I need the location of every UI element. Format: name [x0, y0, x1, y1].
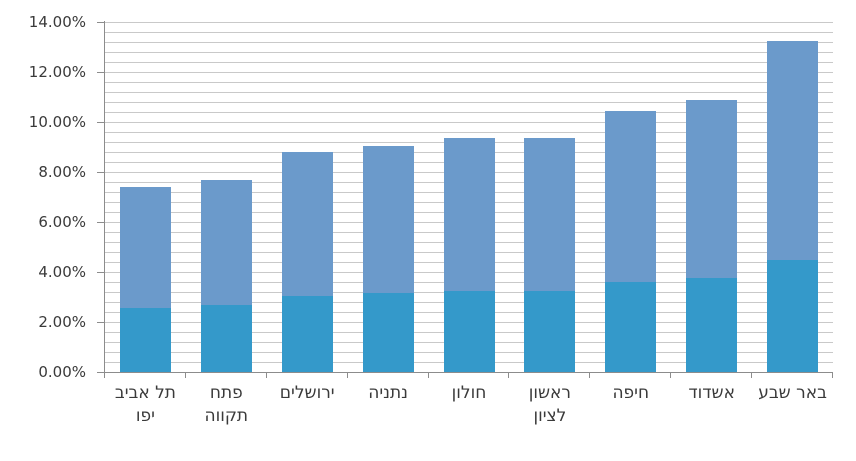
bar-2: [200, 179, 252, 372]
x-category-label: פתח תקווה: [186, 382, 267, 428]
gridline: [105, 102, 833, 103]
bar-segment-top-segment: [767, 40, 819, 260]
bar-segment-top-segment: [119, 187, 171, 309]
y-axis-tick: [97, 372, 104, 373]
x-category-label-line: נתניה: [368, 383, 408, 403]
x-category-label: באר שבע: [752, 382, 833, 405]
x-category-label: ירושלים: [267, 382, 348, 405]
bar-segment-bottom-segment: [119, 308, 171, 372]
x-category-label: אשדוד: [671, 382, 752, 405]
x-axis-tick: [589, 372, 591, 378]
gridline: [105, 42, 833, 43]
gridline: [105, 92, 833, 93]
bar-segment-bottom-segment: [281, 295, 333, 372]
x-category-label-line: תקווה: [204, 406, 249, 426]
bar-segment-bottom-segment: [686, 278, 738, 372]
y-axis-tick: [97, 22, 104, 23]
gridline: [105, 122, 833, 123]
x-category-label-line: ירושלים: [279, 383, 335, 403]
x-axis-tick: [104, 372, 105, 378]
y-axis-tick: [97, 222, 104, 223]
gridline: [105, 82, 833, 83]
bar-8: [686, 99, 738, 372]
bar-1: [119, 187, 171, 372]
plot-area: [105, 22, 833, 372]
bar-segment-bottom-segment: [200, 304, 252, 372]
bar-segment-bottom-segment: [524, 290, 576, 372]
x-axis-tick: [832, 372, 833, 378]
x-category-label: תל אביב יפו: [105, 382, 186, 428]
x-category-label-line: חיפה: [612, 383, 650, 403]
gridline: [105, 132, 833, 133]
x-category-label-line: תל אביב: [114, 383, 176, 403]
y-tick-label: 14.00%: [28, 13, 86, 31]
gridline: [105, 72, 833, 73]
bar-segment-bottom-segment: [767, 259, 819, 372]
x-axis-tick: [751, 372, 753, 378]
x-category-label-line: אשדוד: [688, 383, 735, 403]
x-category-label: ראשון לציון: [509, 382, 590, 428]
y-tick-label: 12.00%: [28, 63, 86, 81]
x-category-label-line: לציון: [533, 406, 567, 426]
gridline: [105, 112, 833, 113]
y-axis-tick: [97, 72, 104, 73]
bar-segment-bottom-segment: [605, 282, 657, 372]
gridline: [105, 62, 833, 63]
bar-segment-top-segment: [524, 138, 576, 291]
x-axis-tick: [670, 372, 672, 378]
y-axis-tick: [97, 272, 104, 273]
y-tick-label: 2.00%: [38, 313, 86, 331]
y-tick-label: 8.00%: [38, 163, 86, 181]
x-category-label-line: יפו: [135, 406, 155, 426]
bar-4: [362, 145, 414, 372]
gridline: [105, 22, 833, 23]
bar-segment-bottom-segment: [443, 290, 495, 372]
y-axis-line: [104, 21, 105, 373]
bar-3: [281, 152, 333, 372]
bar-segment-top-segment: [605, 110, 657, 282]
bar-7: [605, 110, 657, 372]
x-category-label: נתניה: [348, 382, 429, 405]
x-category-label: חיפה: [590, 382, 671, 405]
y-tick-label: 6.00%: [38, 213, 86, 231]
bar-segment-top-segment: [443, 138, 495, 291]
y-axis-tick: [97, 122, 104, 123]
bar-6: [524, 138, 576, 372]
x-axis-tick: [265, 372, 267, 378]
x-category-label-line: חולון: [451, 383, 487, 403]
x-axis-tick: [508, 372, 510, 378]
x-axis-line: [104, 372, 833, 373]
bar-segment-top-segment: [686, 99, 738, 279]
bar-segment-top-segment: [200, 179, 252, 305]
x-category-label: חולון: [429, 382, 510, 405]
gridline: [105, 32, 833, 33]
bar-segment-top-segment: [281, 152, 333, 296]
bar-segment-bottom-segment: [362, 293, 414, 372]
bar-9: [767, 40, 819, 372]
bar-5: [443, 138, 495, 372]
x-axis-tick: [346, 372, 348, 378]
x-category-label-line: פתח: [209, 383, 243, 403]
x-category-label-line: ראשון: [528, 383, 572, 403]
bar-segment-top-segment: [362, 145, 414, 294]
y-axis-tick: [97, 322, 104, 323]
x-axis-tick: [184, 372, 186, 378]
y-tick-label: 4.00%: [38, 263, 86, 281]
y-axis-tick: [97, 172, 104, 173]
y-tick-label: 10.00%: [28, 113, 86, 131]
x-axis-tick: [427, 372, 429, 378]
x-category-label-line: באר שבע: [758, 383, 827, 403]
gridline: [105, 52, 833, 53]
y-tick-label: 0.00%: [38, 363, 86, 381]
